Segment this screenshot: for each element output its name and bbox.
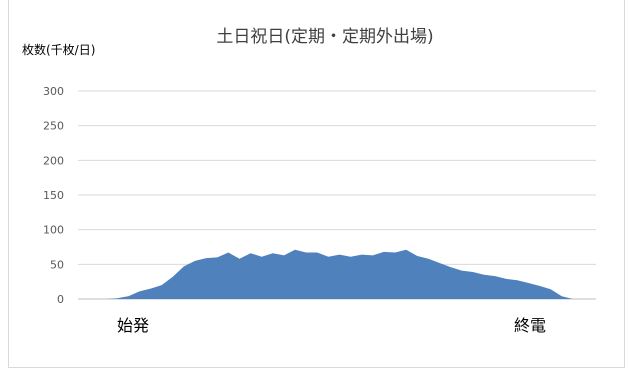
y-axis-label: 枚数(千枚/日): [22, 42, 95, 57]
x-end-label: 終電: [514, 316, 546, 335]
x-start-label: 始発: [117, 316, 149, 335]
y-tick-label: 50: [50, 258, 64, 271]
y-tick-label: 300: [43, 85, 64, 98]
y-tick-label: 200: [43, 154, 64, 167]
y-tick-label: 0: [57, 293, 64, 306]
y-tick-label: 100: [43, 224, 64, 237]
area-series: [95, 249, 584, 299]
chart-title: 土日祝日(定期・定期外出場): [216, 27, 433, 47]
y-tick-label: 150: [43, 189, 64, 202]
y-tick-label: 250: [43, 120, 64, 133]
y-tick-labels: 0 50 100 150 200 250 300: [43, 85, 64, 306]
chart-frame: [8, 0, 625, 368]
